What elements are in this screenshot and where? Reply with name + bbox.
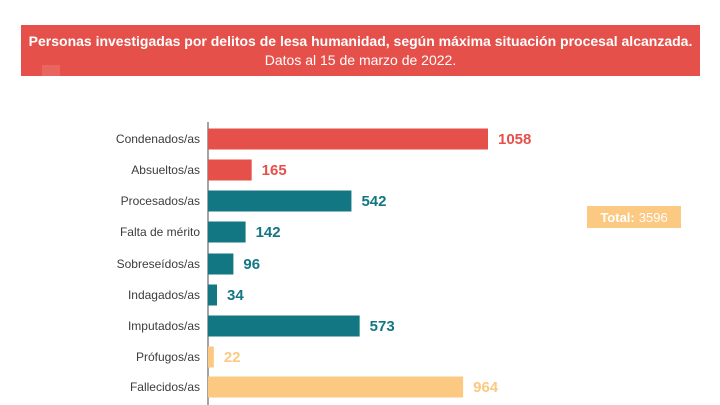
bar [208,221,246,243]
bar [208,253,234,275]
bar [208,128,488,150]
data-label: 34 [227,287,244,304]
data-label: 573 [370,318,395,335]
bar [208,346,214,368]
category-label: Falta de mérito [120,225,200,239]
bar [208,159,252,181]
category-label: Absueltos/as [131,163,200,177]
bar [208,190,352,212]
category-label: Sobreseídos/as [117,257,200,271]
chart-title-bold: Personas investigadas por delitos de les… [28,32,693,49]
banner-decoration [42,65,60,83]
data-label: 964 [473,379,499,396]
category-label: Prófugos/as [136,350,200,364]
chart-title: Personas investigadas por delitos de les… [29,32,693,51]
chart-title-line2: Datos al 15 de marzo de 2022. [265,51,456,70]
total-label: Total: [600,209,635,225]
bar [208,284,217,306]
category-label: Imputados/as [128,319,200,333]
data-label: 142 [256,224,281,241]
category-label: Condenados/as [116,132,200,146]
data-label: 1058 [498,131,531,148]
chart-title-date: Datos al 15 de marzo de 2022. [264,51,457,68]
total-badge: Total: 3596 [587,206,681,228]
category-label: Fallecidos/as [130,380,200,394]
bar [208,315,360,337]
chart-title-banner: Personas investigadas por delitos de les… [21,25,700,91]
data-label: 96 [243,256,260,273]
data-label: 542 [361,193,386,210]
banner-decoration [71,77,85,91]
bar [208,376,464,398]
category-label: Indagados/as [128,288,200,302]
data-label: 22 [224,349,241,366]
category-label: Procesados/as [121,194,200,208]
data-label: 165 [262,162,287,179]
total-value: 3596 [638,209,668,225]
